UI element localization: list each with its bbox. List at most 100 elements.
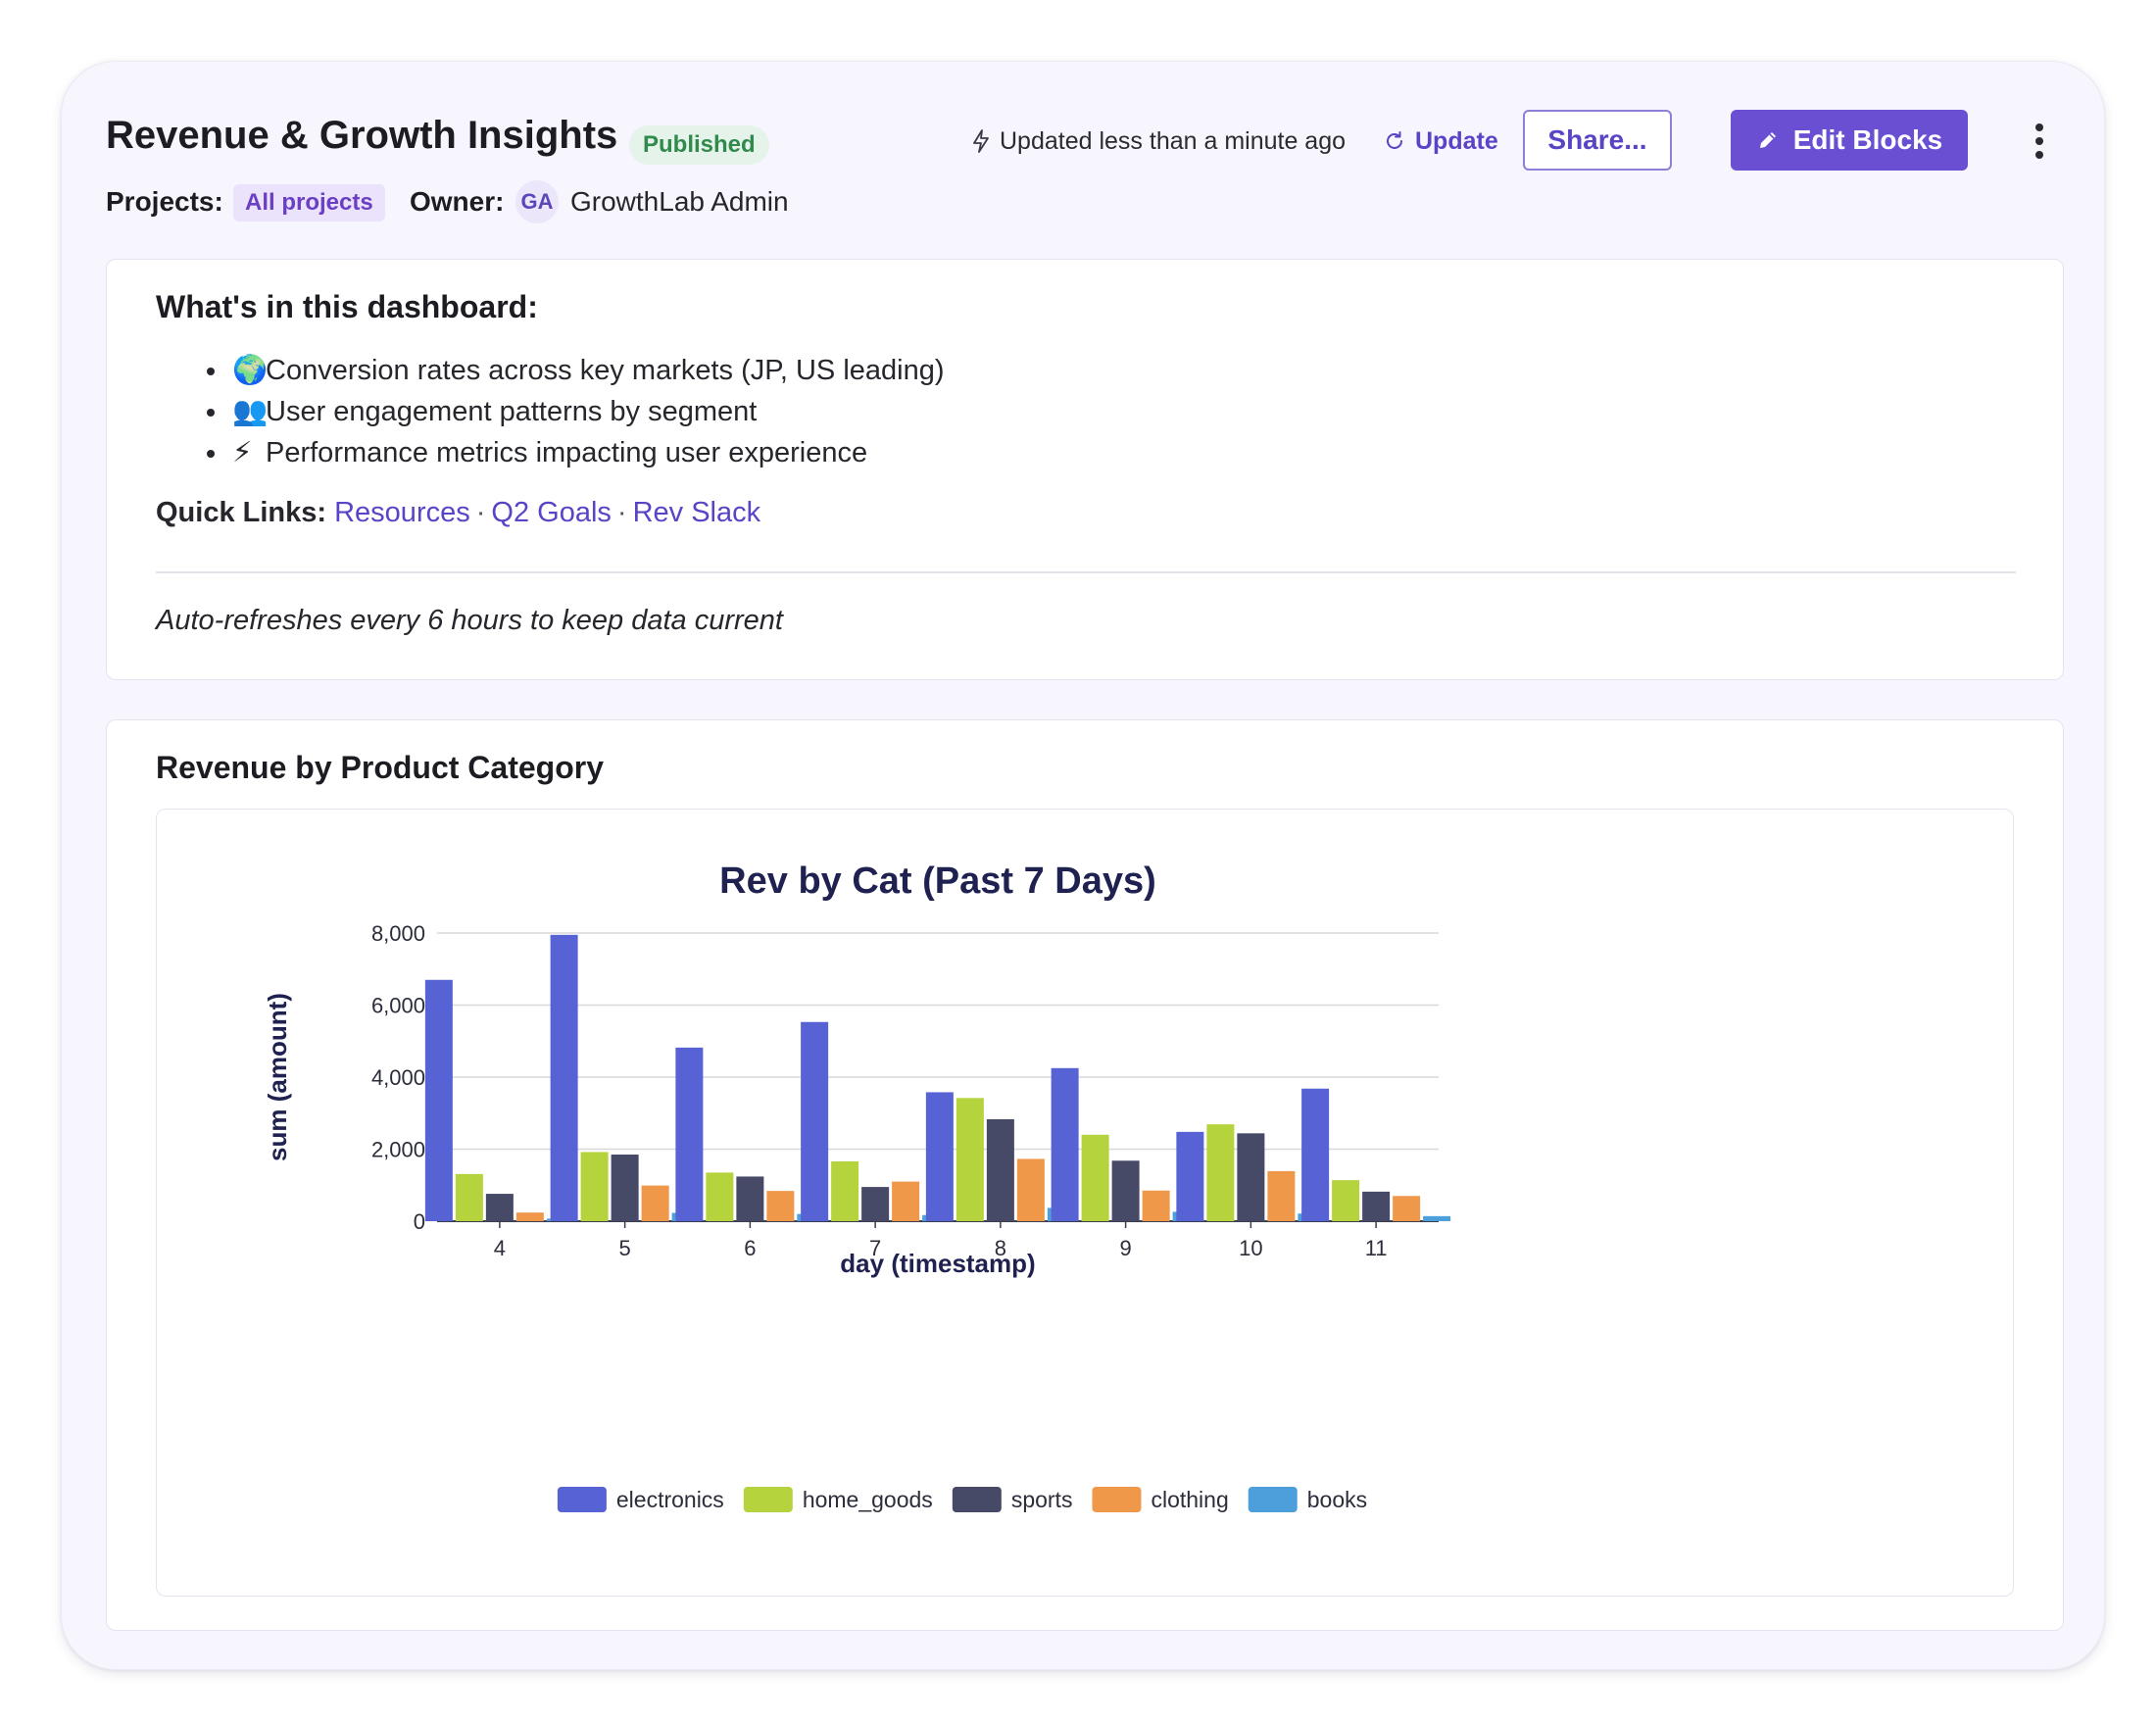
bar-sports [986,1118,1014,1221]
y-tick-label: 4,000 [371,1065,425,1090]
update-label: Update [1415,127,1498,155]
projects-tag[interactable]: All projects [233,184,385,222]
chart-block-heading: Revenue by Product Category [156,750,604,785]
bar-home_goods [706,1172,734,1221]
description-list: 🌍Conversion rates across key markets (JP… [156,350,945,473]
bar-electronics [801,1021,829,1221]
x-tick-label: 10 [1239,1236,1262,1260]
bar-sports [1111,1160,1140,1221]
bar-clothing [1393,1196,1421,1221]
link-resources[interactable]: Resources [334,497,470,528]
x-axis-label: day (timestamp) [840,1249,1035,1278]
bar-sports [1237,1133,1265,1221]
bar-books [1423,1215,1451,1221]
y-tick-label: 0 [414,1209,425,1234]
divider [156,571,2016,573]
pencil-icon [1759,132,1776,148]
bar-clothing [766,1191,795,1221]
bar-sports [1362,1191,1391,1221]
list-item-text: Conversion rates across key markets (JP,… [266,355,945,386]
lightning-icon [973,129,989,153]
last-updated: Updated less than a minute ago [972,122,1346,161]
x-tick-label: 6 [744,1236,756,1260]
link-q2-goals[interactable]: Q2 Goals [491,497,612,528]
bar-electronics [424,979,453,1221]
y-tick-label: 6,000 [371,994,425,1018]
legend-swatch-sports [952,1487,1002,1512]
dashboard-title: Revenue & Growth Insights [106,114,618,157]
legend-label-books: books [1307,1487,1367,1512]
bar-electronics [1176,1131,1204,1221]
bar-home_goods [455,1173,483,1221]
legend-label-electronics: electronics [616,1487,724,1512]
refresh-note: Auto-refreshes every 6 hours to keep dat… [156,605,783,636]
list-item: 👥User engagement patterns by segment [156,391,945,432]
avatar: GA [515,180,559,223]
legend-swatch-clothing [1092,1487,1142,1512]
bar-electronics [925,1092,954,1221]
lightning-icon: ⚡ [232,437,253,468]
dashboard-description-card: What's in this dashboard: 🌍Conversion ra… [106,259,2064,680]
x-tick-label: 4 [494,1236,506,1260]
bar-home_goods [1081,1134,1109,1221]
bar-sports [611,1155,639,1221]
bar-home_goods [580,1152,609,1221]
quick-links: Quick Links: Resources · Q2 Goals · Rev Slac… [156,497,760,529]
bar-clothing [1267,1170,1296,1221]
projects-label: Projects: [106,186,223,217]
x-tick-label: 8 [995,1236,1006,1260]
owner-label: Owner: [410,186,505,217]
y-axis-label: sum (amount) [263,993,292,1161]
x-tick-label: 9 [1120,1236,1132,1260]
y-tick-label: 2,000 [371,1138,425,1162]
y-tick-label: 8,000 [371,921,425,946]
legend-label-home_goods: home_goods [803,1487,933,1512]
description-heading: What's in this dashboard: [156,289,538,324]
globe-icon: 🌍 [232,355,269,386]
bar-electronics [1051,1067,1079,1221]
link-separator: · [475,497,486,528]
chart-frame: Rev by Cat (Past 7 Days) 0 2,000 4,000 6,000… [156,809,2014,1597]
list-item-text: Performance metrics impacting user exper… [266,437,868,468]
status-badge: Published [629,125,769,165]
link-rev-slack[interactable]: Rev Slack [632,497,761,528]
bar-electronics [675,1047,704,1221]
list-item: ⚡ Performance metrics impacting user expe… [156,432,945,473]
list-item: 🌍Conversion rates across key markets (JP… [156,350,945,391]
bar-electronics [1301,1088,1330,1221]
bar-sports [861,1187,890,1221]
bar-electronics [550,934,578,1221]
x-tick-label: 5 [619,1236,631,1260]
kebab-menu-icon [2035,123,2043,159]
x-tick-label: 7 [869,1236,881,1260]
bar-home_goods [1332,1180,1360,1221]
bar-sports [736,1176,764,1221]
people-icon: 👥 [232,396,269,427]
bar-home_goods [1206,1124,1235,1221]
legend-swatch-books [1248,1487,1298,1512]
x-tick-label: 11 [1365,1236,1388,1260]
link-separator: · [616,497,627,528]
chart-block-card: Revenue by Product Category Rev by Cat (… [106,719,2064,1631]
edit-blocks-button[interactable]: Edit Blocks [1731,110,1968,171]
quick-links-label: Quick Links: [156,497,327,528]
share-button[interactable]: Share... [1523,110,1672,171]
chart-title: Rev by Cat (Past 7 Days) [719,861,1156,902]
bar-home_goods [956,1098,984,1221]
bar-clothing [892,1181,920,1221]
bar-sports [485,1194,514,1221]
bar-clothing [641,1185,669,1221]
bar-clothing [1142,1190,1170,1221]
bar-clothing [515,1212,544,1221]
bar-home_goods [831,1160,859,1221]
bar-clothing [1016,1158,1045,1221]
more-options-button[interactable] [2025,114,2054,169]
legend-swatch-home_goods [743,1487,793,1512]
legend-swatch-electronics [557,1487,607,1512]
list-item-text: User engagement patterns by segment [266,396,758,427]
update-button[interactable]: Update [1384,122,1498,161]
edit-blocks-label: Edit Blocks [1792,124,1943,155]
last-updated-text: Updated less than a minute ago [1000,127,1347,155]
owner-name: GrowthLab Admin [570,186,789,217]
refresh-icon [1387,131,1402,149]
